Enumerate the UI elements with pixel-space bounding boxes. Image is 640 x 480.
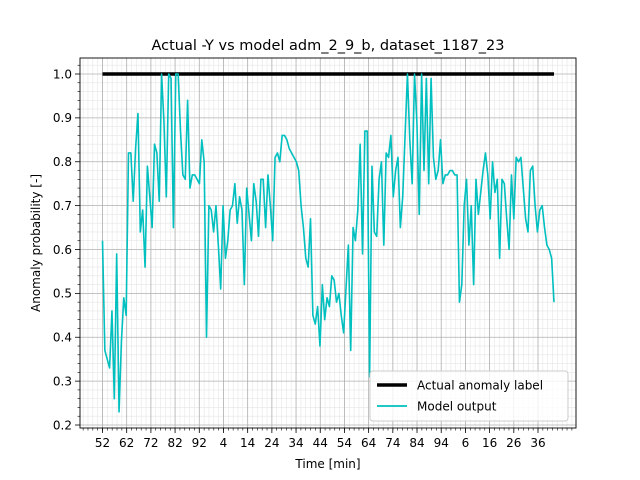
x-tick-label: 64 [361,436,376,450]
y-tick-label: 1.0 [53,67,72,81]
y-tick-label: 0.5 [53,287,72,301]
x-tick-label: 4 [220,436,228,450]
series-line-model-output [101,73,555,413]
x-tick-label: 72 [143,436,158,450]
x-tick-label: 94 [434,436,449,450]
x-axis-label: Time [min] [294,457,360,471]
y-tick-label: 0.6 [53,243,72,257]
x-tick-label: 14 [240,436,255,450]
y-tick-label: 0.9 [53,111,72,125]
x-tick-label: 26 [506,436,521,450]
legend-label-actual-anomaly-label: Actual anomaly label [417,379,543,393]
x-tick-label: 82 [167,436,182,450]
legend: Actual anomaly label Model output [369,370,569,422]
x-tick-label: 84 [409,436,424,450]
y-tick-label: 0.4 [53,331,72,345]
x-tick-label: 16 [482,436,497,450]
y-tick-label: 0.3 [53,374,72,388]
x-tick-label: 52 [95,436,110,450]
x-tick-label: 92 [192,436,207,450]
x-tick-label: 44 [313,436,328,450]
x-tick-label: 54 [337,436,352,450]
legend-box [369,370,569,422]
y-axis-ticks: 0.2 0.3 0.4 0.5 0.6 0.7 0.8 0.9 1.0 [53,64,80,432]
x-tick-label: 6 [462,436,470,450]
x-axis-ticks: 52 62 72 82 92 4 14 24 34 44 54 64 74 84 94 6 16 26 36 [82,428,573,450]
x-tick-label: 62 [119,436,134,450]
y-axis-label: Anomaly probability [-] [29,174,43,312]
y-tick-label: 0.8 [53,155,72,169]
grid-minor [80,58,576,428]
plot-frame [79,57,577,429]
x-tick-label: 34 [288,436,303,450]
x-tick-label: 74 [385,436,400,450]
x-tick-label: 36 [530,436,545,450]
chart-title: Actual -Y vs model adm_2_9_b, dataset_11… [151,38,504,54]
legend-label-model-output: Model output [417,400,497,414]
x-tick-label: 24 [264,436,279,450]
series-layer [101,72,555,413]
y-tick-label: 0.7 [53,199,72,213]
y-tick-label: 0.2 [53,418,72,432]
